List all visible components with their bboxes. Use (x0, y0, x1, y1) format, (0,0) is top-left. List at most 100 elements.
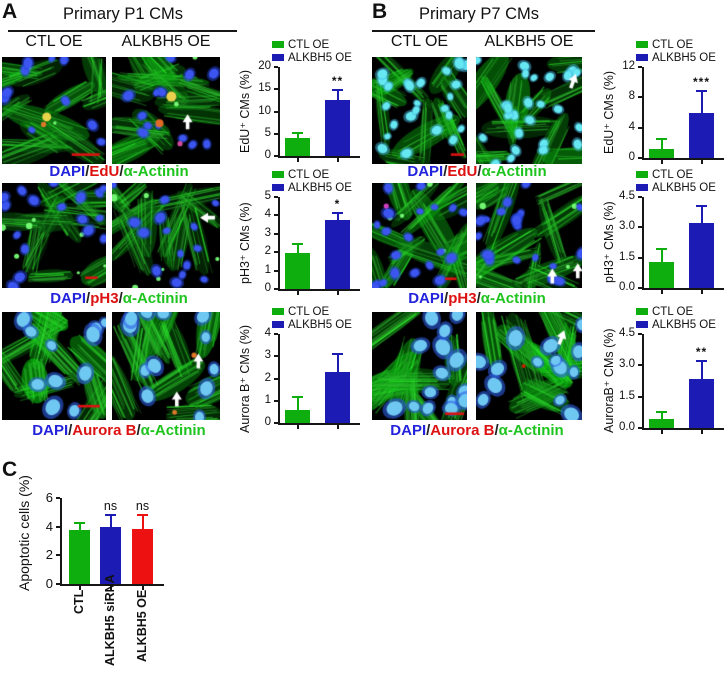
legend-row: ALKBH5 OE (636, 51, 724, 64)
legend-row: CTL OE (272, 168, 364, 181)
caption-stain: EdU (89, 163, 120, 180)
y-tick (638, 427, 642, 429)
legend-row: CTL OE (636, 38, 724, 51)
plot-area: * (278, 197, 360, 295)
significance-label: *** (692, 74, 710, 89)
legend-chip-blue (272, 321, 284, 328)
chart-legend: CTL OE ALKBH5 OE (272, 38, 364, 64)
y-tick (638, 126, 642, 129)
legend-label: CTL OE (288, 305, 330, 318)
caption-actinin: α-Actinin (123, 163, 189, 180)
panel-a-label: A (2, 0, 18, 23)
panel-a-column-alkbh5-oe: ALKBH5 OE (121, 33, 211, 50)
caption-b-ph3: DAPI/pH3/α-Actinin (370, 290, 584, 307)
y-axis-label: EdU⁺ CMs (%) (602, 71, 616, 154)
legend-row: ALKBH5 OE (272, 51, 364, 64)
error-cap (696, 205, 707, 208)
y-tick (56, 554, 60, 557)
y-tick-label: 4 (264, 327, 271, 339)
x-tick (700, 290, 703, 294)
y-tick-label: 10 (258, 104, 271, 117)
micrograph-a-ph3-alkbh5 (112, 183, 220, 288)
error-cap (292, 243, 303, 245)
y-axis-label: EdU⁺ CMs (%) (238, 70, 252, 153)
bar-ctl-oe (649, 148, 674, 158)
panel-c-label: C (2, 458, 18, 481)
legend-chip-blue (636, 321, 648, 328)
micrograph-b-edu-alkbh5 (476, 57, 582, 164)
significance-label: ** (331, 73, 344, 88)
caption-actinin: α-Actinin (481, 163, 547, 180)
caption-dapi: DAPI (390, 422, 427, 439)
significance-label: ns (135, 499, 150, 514)
y-tick-label: 0.0 (619, 281, 635, 293)
y-tick (638, 364, 642, 367)
caption-separator: / (68, 422, 73, 439)
micrograph-a-aurorab-alkbh5 (112, 312, 220, 420)
legend-row: CTL OE (636, 168, 724, 181)
y-tick (274, 399, 278, 402)
x-tick (109, 586, 112, 590)
error-bar (296, 131, 299, 139)
plot-area (642, 197, 724, 294)
caption-separator: / (118, 290, 123, 307)
chart-legend: CTL OE ALKBH5 OE (272, 305, 364, 331)
error-bar (296, 396, 299, 410)
panel-b-label: B (372, 0, 388, 23)
y-tick-label: 1.5 (619, 250, 635, 263)
error-cap (292, 131, 303, 134)
plot-area (278, 334, 360, 429)
y-tick-label: 4 (628, 120, 635, 133)
plot-area: CTL ns ALKBH5 siRNA ns ALKBH5 OE (60, 498, 164, 666)
chart-b-aurorab: CTL OE ALKBH5 OE AuroraB⁺ CMs (%) 0.0 1.5 3.0… (600, 305, 724, 450)
y-tick-label: 1 (264, 393, 271, 406)
x-tick (660, 290, 663, 294)
y-tick (274, 88, 278, 91)
error-cap (332, 352, 343, 355)
caption-dapi: DAPI (408, 290, 445, 307)
panel-b-title: Primary P7 CMs (418, 5, 540, 23)
significance-label: ** (695, 345, 708, 360)
bar-alkbh5-oe (325, 220, 350, 289)
y-tick-label: 4 (264, 208, 271, 221)
x-tick (660, 160, 663, 164)
y-tick (638, 226, 642, 229)
error-bar (700, 360, 703, 379)
bar-ctl-oe (285, 253, 310, 289)
bar-alkbh5-sirna (100, 527, 121, 584)
y-tick-label: 12 (622, 60, 635, 72)
legend-row: ALKBH5 OE (636, 181, 724, 194)
caption-actinin: α-Actinin (498, 422, 564, 439)
caption-actinin: α-Actinin (140, 422, 206, 439)
legend-chip-green (636, 171, 648, 178)
error-bar (700, 205, 703, 224)
y-tick (638, 66, 642, 68)
caption-a-edu: DAPI/EdU/α-Actinin (0, 163, 238, 180)
caption-separator: / (443, 163, 448, 180)
caption-stain: Aurora B (72, 422, 137, 439)
caption-dapi: DAPI (407, 163, 444, 180)
legend-label: CTL OE (652, 168, 694, 181)
y-tick (638, 96, 642, 99)
caption-dapi: DAPI (50, 290, 87, 307)
x-tick (336, 425, 339, 429)
legend-label: CTL OE (652, 305, 694, 318)
y-tick (56, 525, 60, 528)
caption-separator: / (444, 290, 449, 307)
caption-stain: pH3 (448, 290, 477, 307)
error-cap (696, 89, 707, 92)
micrograph-a-aurorab-ctl (2, 312, 106, 420)
legend-row: ALKBH5 OE (272, 181, 364, 194)
y-tick-label: 3.0 (619, 220, 635, 233)
y-tick (638, 157, 642, 159)
x-tick (296, 158, 299, 162)
legend-label: ALKBH5 OE (652, 51, 716, 64)
chart-c-apoptosis: Apoptotic cells (%) 0 2 4 6 CTL ns ALKBH5 siRNA… (14, 462, 194, 666)
y-tick (274, 251, 278, 254)
y-tick (56, 497, 60, 499)
legend-chip-blue (272, 54, 284, 61)
bar-alkbh5-oe (689, 112, 714, 158)
y-axis-label: AuroraB⁺ CMs (%) (602, 328, 616, 434)
x-tick (78, 586, 81, 590)
x-tick (700, 160, 703, 164)
